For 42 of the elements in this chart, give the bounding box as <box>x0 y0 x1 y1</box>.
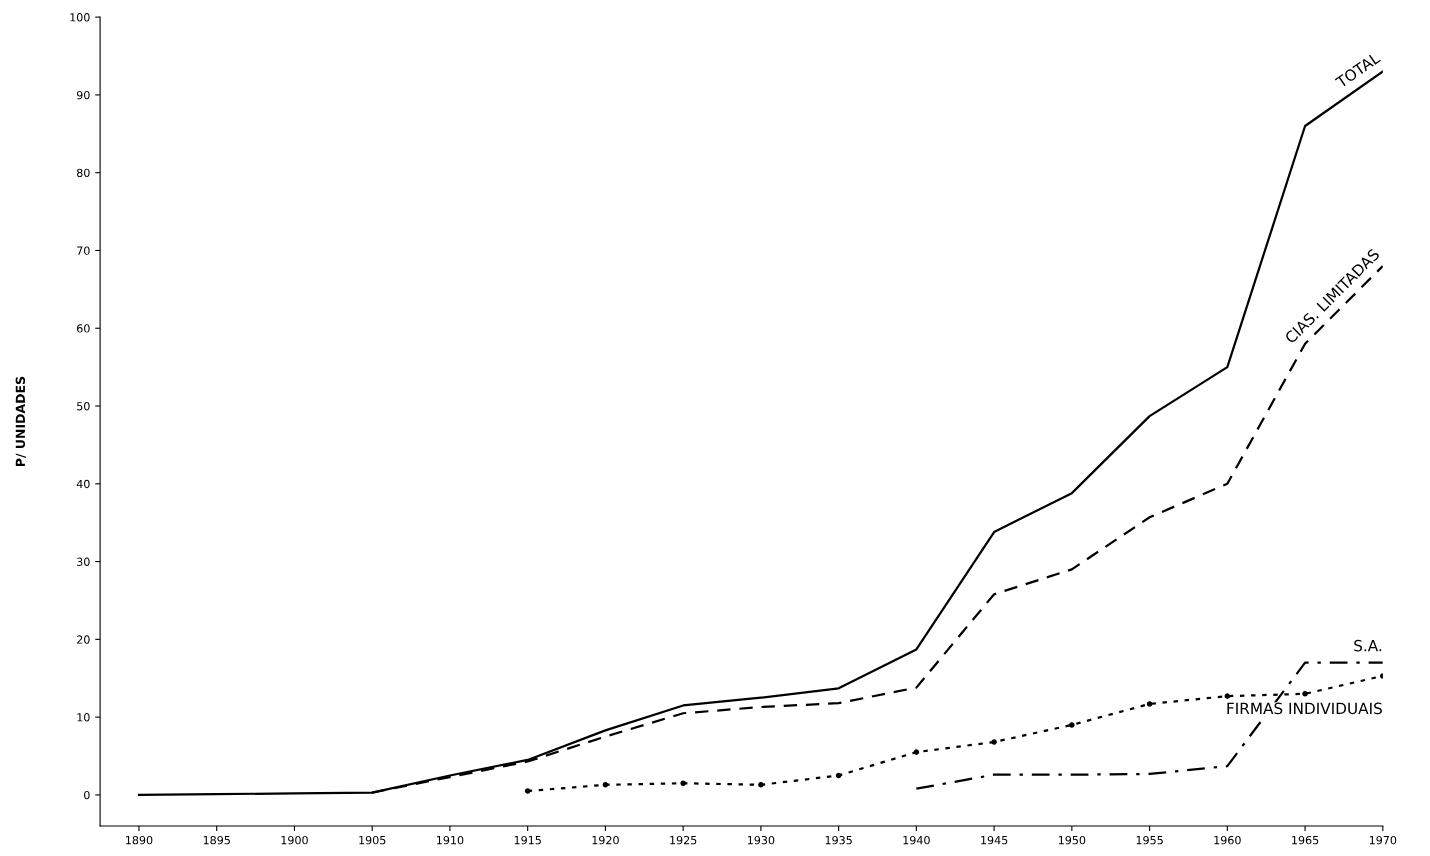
x-tick-label: 1950 <box>1058 835 1086 845</box>
point <box>524 788 531 794</box>
y-tick-label: 10 <box>77 713 90 722</box>
y-tick-label: 80 <box>76 168 90 178</box>
y-tick-label: 50 <box>77 402 90 411</box>
x-tick-label: 1955 <box>1136 835 1163 845</box>
x-tick-label: 1935 <box>825 835 852 845</box>
y-tick-label: 90 <box>76 90 90 100</box>
point <box>913 749 920 755</box>
y-tick-label: 70 <box>77 246 90 255</box>
y-tick-label: 0 <box>84 790 90 800</box>
y-axis-title: P/ UNIDADES <box>15 376 27 467</box>
series-label: S.A. <box>1354 639 1382 652</box>
x-tick-label: 1910 <box>437 835 464 845</box>
x-tick-label: 1920 <box>592 835 619 845</box>
series-label: FIRMAS INDIVIDUAIS <box>1227 702 1382 715</box>
y-tick-label: 30 <box>77 557 90 566</box>
y-tick-label: 20 <box>77 635 90 644</box>
point <box>680 780 686 787</box>
x-tick-label: 1945 <box>981 835 1008 845</box>
x-tick-label: 1970 <box>1369 835 1397 845</box>
point <box>602 782 609 788</box>
x-tick-label: 1940 <box>903 835 930 845</box>
x-tick-label: 1900 <box>281 835 308 845</box>
point <box>1069 722 1075 728</box>
x-tick-label: 1925 <box>670 835 697 845</box>
point <box>1224 693 1231 699</box>
x-tick-label: 1905 <box>359 835 386 845</box>
y-tick-label: 100 <box>70 13 90 22</box>
x-tick-label: 1930 <box>747 835 775 845</box>
x-tick-label: 1890 <box>126 835 153 845</box>
x-tick-label: 1915 <box>514 835 541 845</box>
point <box>1146 701 1153 707</box>
x-tick-label: 1965 <box>1292 835 1319 845</box>
x-tick-label: 1895 <box>203 835 230 845</box>
point <box>758 782 764 788</box>
y-tick-label: 40 <box>76 479 90 489</box>
point <box>1302 691 1308 697</box>
x-tick-label: 1960 <box>1214 835 1241 845</box>
y-tick-label: 60 <box>77 324 90 333</box>
point <box>835 772 842 779</box>
point <box>991 739 997 745</box>
